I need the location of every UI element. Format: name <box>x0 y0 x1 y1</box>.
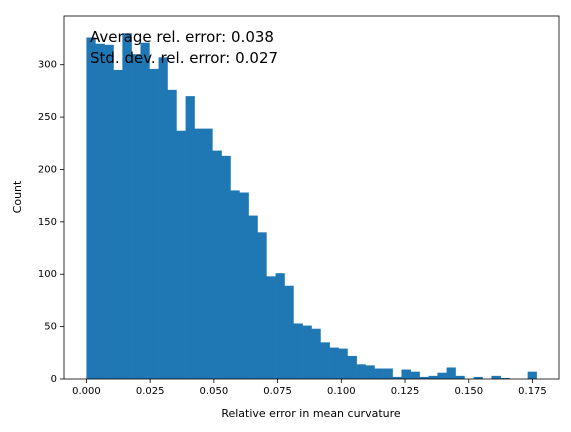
bar <box>257 232 267 379</box>
bar <box>131 54 141 379</box>
bar <box>167 89 177 379</box>
x-tick-label: 0.100 <box>327 386 356 397</box>
x-tick-label: 0.050 <box>200 386 229 397</box>
bar <box>275 273 285 379</box>
bar <box>320 342 330 379</box>
bar <box>428 375 438 379</box>
bar <box>356 364 366 379</box>
bar <box>86 37 96 379</box>
y-tick-label: 250 <box>38 112 57 123</box>
bar <box>446 367 456 379</box>
bar <box>248 215 258 379</box>
bar <box>347 355 357 379</box>
bar <box>266 276 276 379</box>
bar <box>293 323 303 379</box>
y-axis-label: Count <box>11 180 24 213</box>
y-tick-label: 100 <box>38 269 57 280</box>
bar <box>230 190 240 379</box>
bar <box>176 130 186 379</box>
bar <box>122 33 132 380</box>
bar <box>329 347 339 379</box>
x-tick-label: 0.075 <box>263 386 292 397</box>
bar <box>500 377 510 379</box>
annotation: Average rel. error: 0.038 <box>90 28 274 46</box>
bar <box>149 68 159 380</box>
bar <box>95 43 105 380</box>
x-tick-label: 0.000 <box>72 386 101 397</box>
bar <box>527 371 537 379</box>
y-tick-label: 50 <box>44 322 57 333</box>
bar <box>104 44 114 380</box>
y-tick-label: 0 <box>51 374 57 385</box>
bar <box>113 69 123 379</box>
bar <box>158 57 168 379</box>
bar <box>410 371 420 379</box>
y-tick-label: 150 <box>38 217 57 228</box>
bar <box>491 375 501 379</box>
bar <box>473 376 483 379</box>
bar <box>455 375 465 379</box>
bar <box>311 328 321 379</box>
bar <box>437 372 447 379</box>
bar <box>338 348 348 379</box>
annotation: Std. dev. rel. error: 0.027 <box>90 49 278 67</box>
bar <box>419 376 429 379</box>
bar <box>302 325 312 379</box>
x-tick-label: 0.025 <box>136 386 165 397</box>
bar <box>185 96 195 380</box>
bar <box>374 368 384 379</box>
bar <box>140 42 150 379</box>
x-tick-label: 0.150 <box>454 386 483 397</box>
bar <box>392 376 402 379</box>
bar <box>401 369 411 379</box>
axes-frame <box>63 15 560 380</box>
bar <box>212 150 222 379</box>
bar <box>203 128 213 379</box>
bar <box>194 128 204 379</box>
x-axis-label: Relative error in mean curvature <box>221 407 401 420</box>
y-tick-label: 200 <box>38 164 57 175</box>
bar <box>284 285 294 379</box>
bar <box>365 365 375 379</box>
x-tick-label: 0.175 <box>518 386 547 397</box>
bar <box>221 155 231 379</box>
bar <box>239 192 249 379</box>
y-tick-label: 300 <box>38 60 57 71</box>
bar <box>383 368 393 379</box>
x-tick-label: 0.125 <box>391 386 420 397</box>
